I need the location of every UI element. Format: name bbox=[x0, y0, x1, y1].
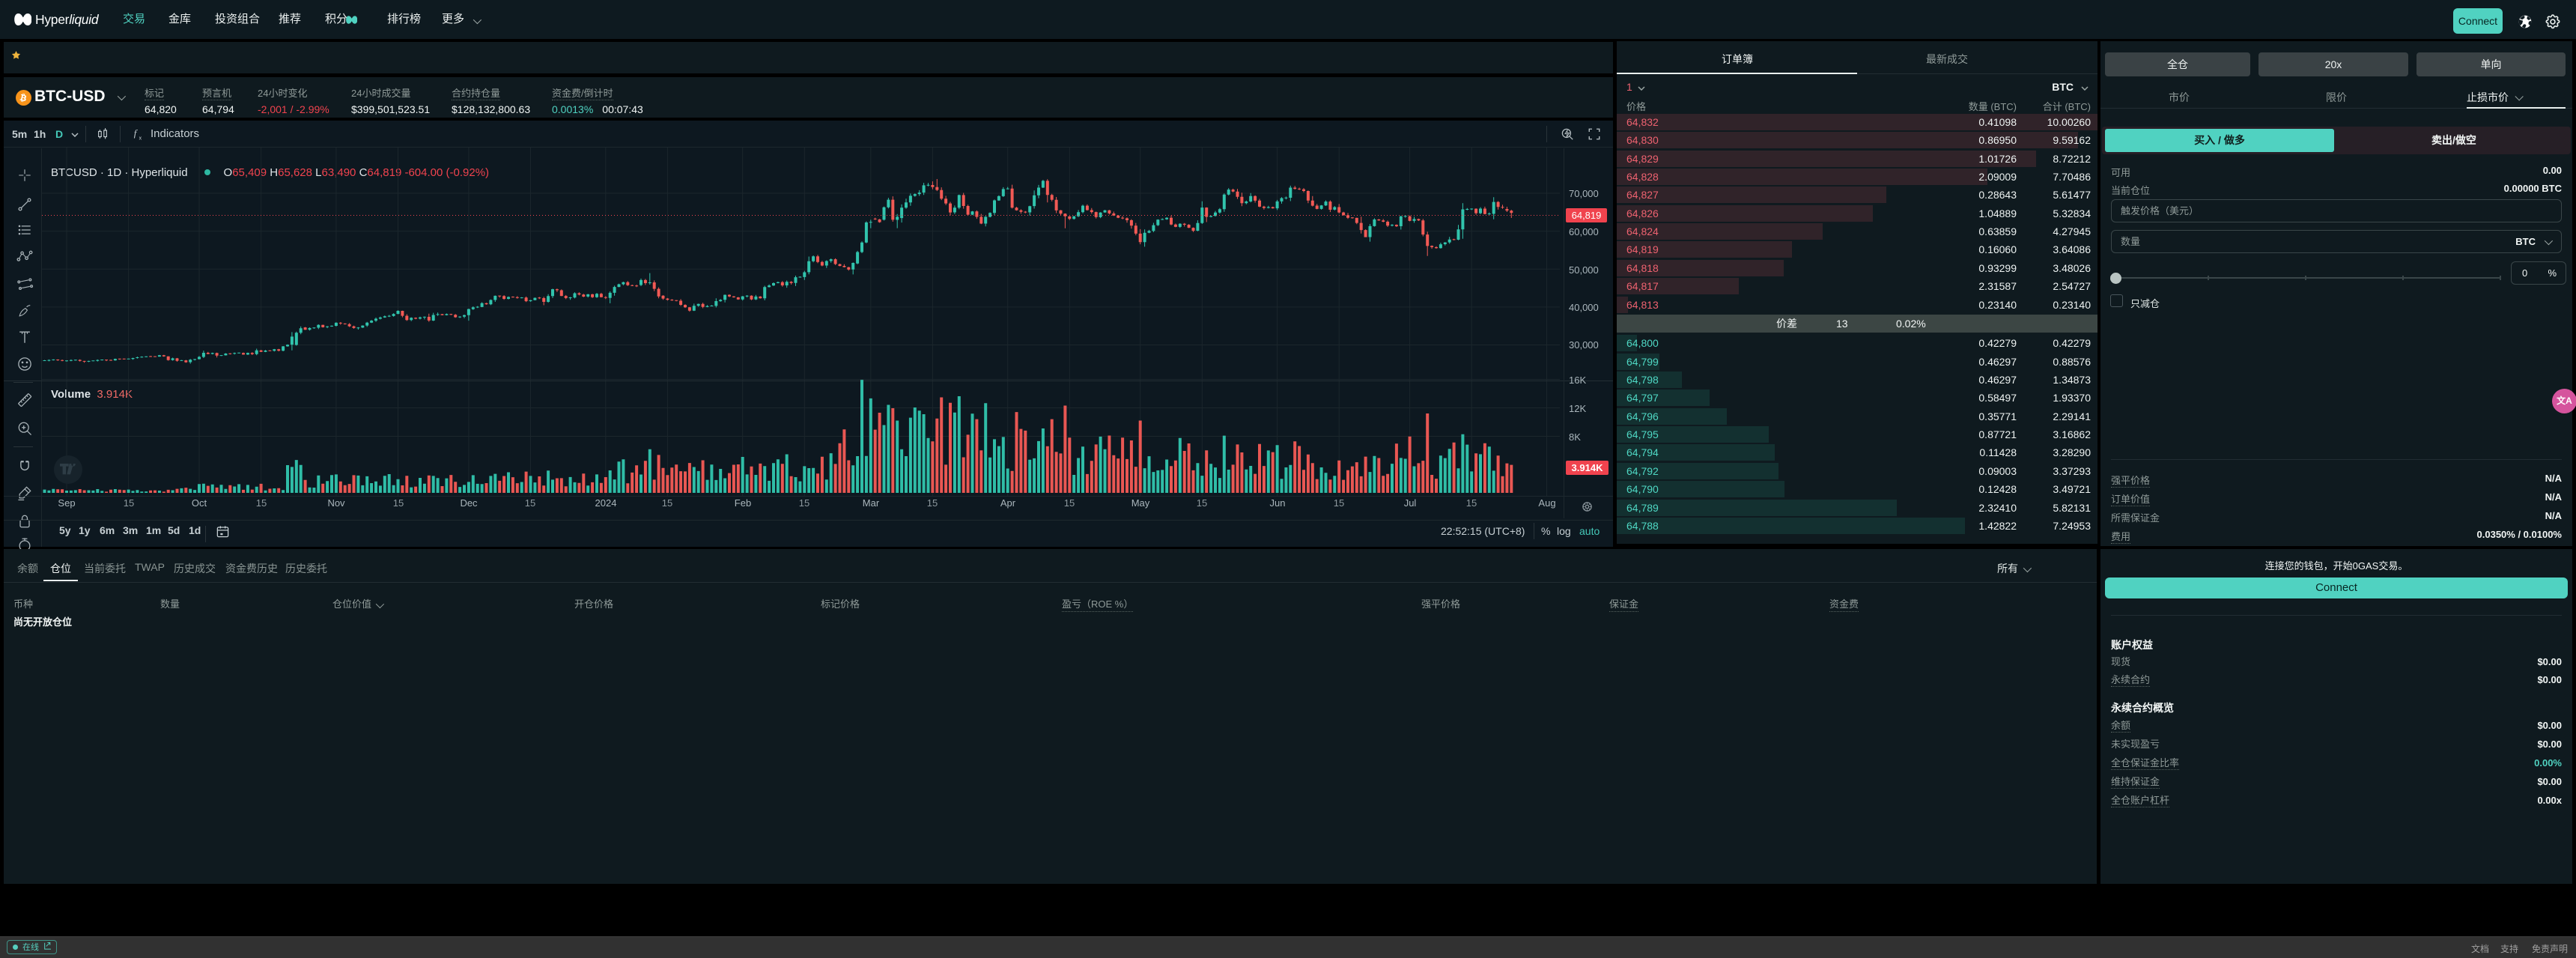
svg-text:x: x bbox=[139, 136, 142, 142]
svg-text:f: f bbox=[134, 127, 139, 139]
